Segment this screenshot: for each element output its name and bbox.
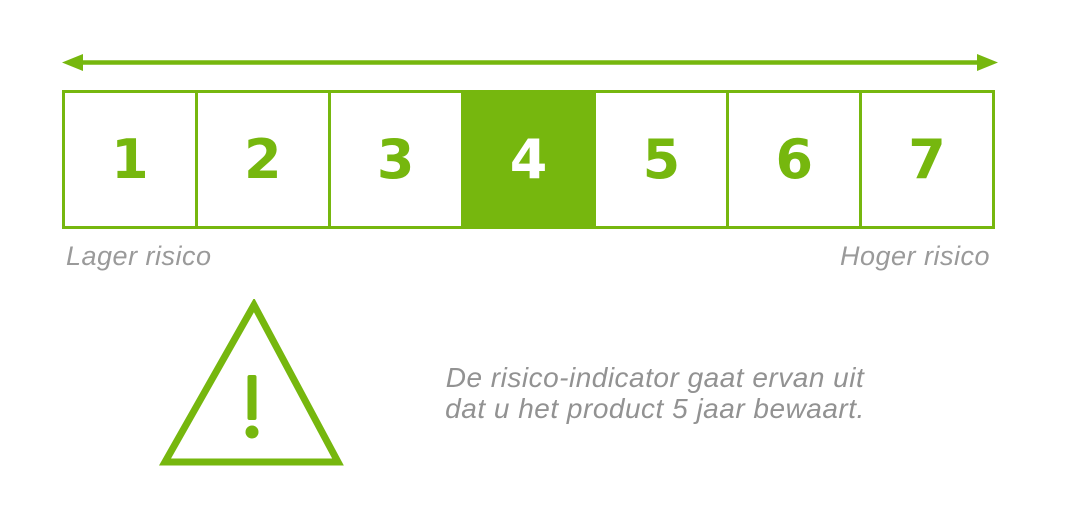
holding-period-caption-line-2: dat u het product 5 jaar bewaart. [445, 393, 865, 424]
risk-scale: 1 2 3 4 5 6 7 [62, 90, 996, 229]
higher-risk-label: Hoger risico [839, 241, 990, 271]
risk-scale-cell-5: 5 [593, 90, 730, 229]
lower-risk-label: Lager risico [66, 241, 212, 271]
holding-period-caption-line-1: De risico-indicator gaat ervan uit [445, 362, 865, 393]
risk-range-arrow [62, 52, 998, 73]
risk-scale-cell-4-selected: 4 [460, 90, 597, 229]
holding-period-caption: De risico-indicator gaat ervan uit dat u… [400, 362, 910, 424]
risk-scale-cell-3: 3 [327, 90, 464, 229]
risk-scale-cell-2: 2 [194, 90, 331, 229]
risk-scale-cell-6: 6 [726, 90, 863, 229]
warning-triangle-icon [158, 297, 344, 468]
risk-scale-cell-7: 7 [859, 90, 996, 229]
risk-scale-cell-1: 1 [62, 90, 198, 229]
double-arrow-icon [62, 54, 998, 71]
